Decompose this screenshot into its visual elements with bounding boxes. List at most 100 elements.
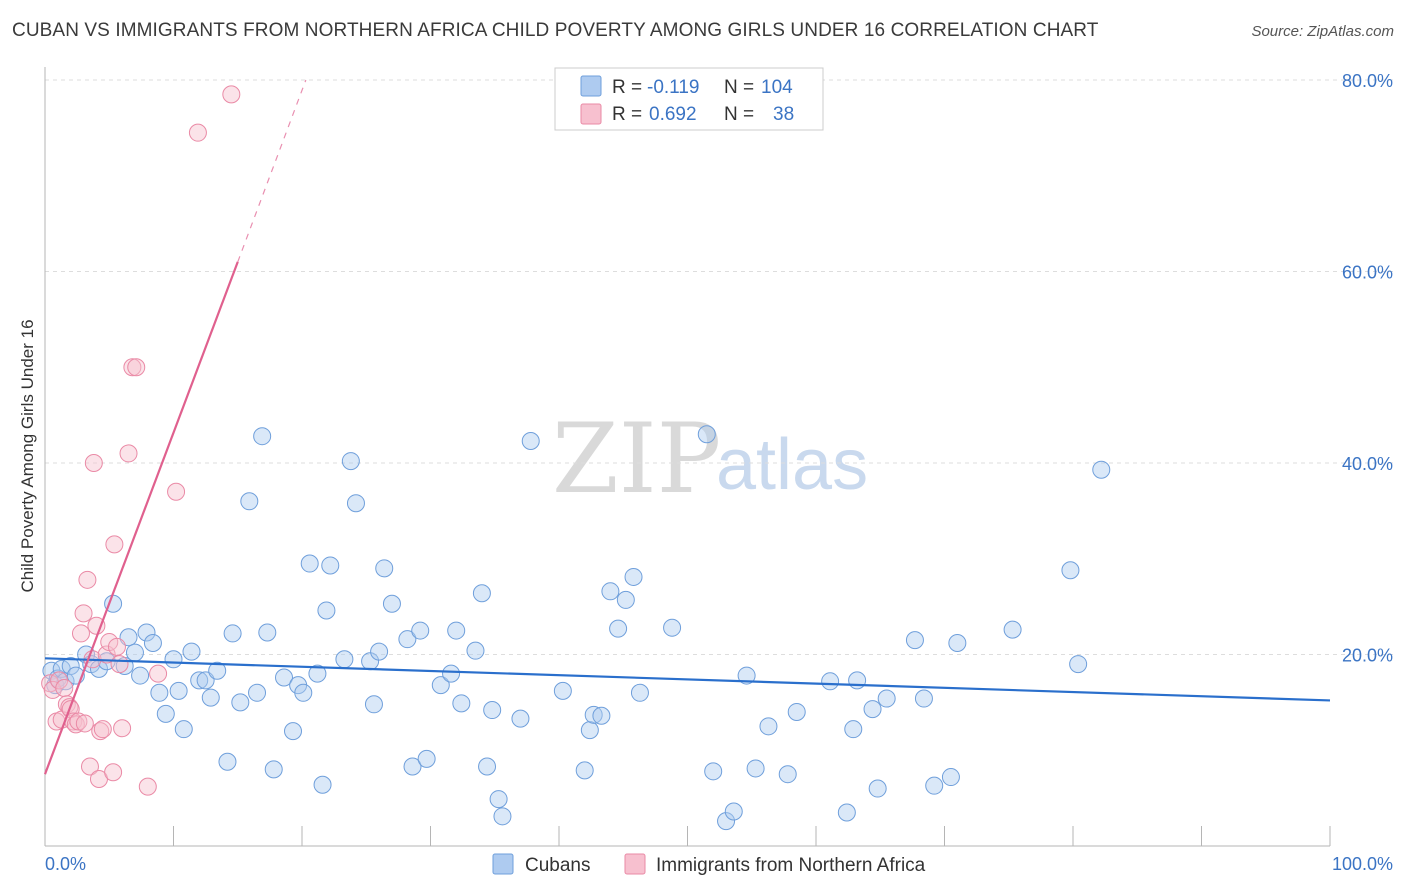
watermark-atlas: atlas (716, 425, 868, 505)
immigrants-point (55, 679, 74, 698)
immigrants-point (93, 720, 112, 739)
immigrants-trend-line (43, 261, 239, 775)
cubans-point (905, 631, 924, 650)
immigrants-point (71, 624, 90, 643)
cubans-point (208, 661, 227, 680)
y-tick-label: 60.0% (1342, 263, 1393, 283)
bottom-legend-label-cubans: Cubans (525, 855, 591, 876)
cubans-point (294, 683, 313, 702)
watermark-zip: ZIP (552, 403, 721, 515)
cubans-point (948, 634, 967, 653)
cubans-point (630, 683, 649, 702)
legend-n-label-pink: N = (724, 104, 754, 125)
cubans-point (447, 621, 466, 640)
trend-lines (43, 79, 1331, 775)
cubans-point (131, 666, 150, 685)
bottom-legend-swatch-cubans (492, 853, 514, 875)
cubans-point (313, 775, 332, 794)
cubans-point (300, 554, 319, 573)
cubans-point (341, 452, 360, 471)
legend-swatch-pink (580, 103, 602, 125)
cubans-point (837, 803, 856, 822)
immigrants-point (105, 535, 124, 554)
cubans-point (169, 681, 188, 700)
legend-n-value-blue: 104 (761, 77, 793, 98)
y-axis-title: Child Poverty Among Girls Under 16 (18, 319, 37, 592)
cubans-point (143, 634, 162, 653)
cubans-point (398, 630, 417, 649)
immigrants-point (80, 757, 99, 776)
cubans-point (1092, 460, 1111, 479)
cubans-point (601, 582, 620, 601)
cubans-point (275, 668, 294, 687)
cubans-point (746, 759, 765, 778)
cubans-point (264, 760, 283, 779)
cubans-point (452, 694, 471, 713)
cubans-point (759, 717, 778, 736)
cubans-point (431, 676, 450, 695)
cubans-point (150, 683, 169, 702)
cubans-point (877, 689, 896, 708)
cubans-point (717, 812, 736, 831)
cubans-point (403, 757, 422, 776)
cubans-point (521, 431, 540, 450)
cubans-point (137, 623, 156, 642)
cubans-point (624, 567, 643, 586)
cubans-point (61, 656, 80, 675)
immigrants-point (91, 722, 110, 741)
cubans-point (466, 641, 485, 660)
legend-r-value-pink: 0.692 (649, 104, 697, 125)
cubans-point (493, 807, 512, 826)
immigrants-point (138, 777, 157, 796)
cubans-point (925, 776, 944, 795)
cubans-point (478, 757, 497, 776)
y-tick-label: 80.0% (1342, 71, 1393, 91)
legend-r-label-blue: R = (612, 77, 642, 98)
legend-n-value-pink: 38 (773, 104, 794, 125)
gridlines (45, 79, 1393, 655)
cubans-point (821, 672, 840, 691)
immigrants-point (188, 123, 207, 142)
cubans-point (196, 671, 215, 690)
immigrants-trend-extension (237, 79, 307, 263)
cubans-point (787, 702, 806, 721)
cubans-point (580, 721, 599, 740)
immigrants-point (69, 712, 88, 731)
immigrants-point (104, 763, 123, 782)
immigrants-point (113, 719, 132, 738)
cubans-point (201, 688, 220, 707)
immigrants-point (222, 85, 241, 104)
cubans-point (609, 619, 628, 638)
cubans-point (240, 492, 259, 511)
cubans-point (863, 700, 882, 719)
bottom-legend-label-immigrants: Immigrants from Northern Africa (656, 855, 926, 876)
cubans-point (616, 590, 635, 609)
x-tick-label: 100.0% (1332, 854, 1393, 874)
cubans-point (182, 642, 201, 661)
cubans-point (472, 584, 491, 603)
cubans-point (411, 621, 430, 640)
cubans-point (335, 650, 354, 669)
immigrants-point (75, 714, 94, 733)
cubans-point (156, 704, 175, 723)
cubans-point (174, 720, 193, 739)
cubans-point (248, 683, 267, 702)
cubans-point (442, 664, 461, 683)
source-credit: Source: ZipAtlas.com (1251, 23, 1394, 40)
cubans-point (914, 689, 933, 708)
watermark: ZIP atlas (552, 403, 868, 515)
cubans-point (737, 666, 756, 685)
cubans-point (575, 761, 594, 780)
bottom-legend: Cubans Immigrants from Northern Africa (492, 853, 926, 876)
y-tick-label: 40.0% (1342, 454, 1393, 474)
cubans-point (370, 642, 389, 661)
immigrants-point (127, 358, 146, 377)
cubans-point (1003, 620, 1022, 639)
cubans-point (724, 802, 743, 821)
cubans-point (382, 594, 401, 613)
cubans-point (190, 671, 209, 690)
cubans-point (553, 681, 572, 700)
cubans-point (375, 559, 394, 578)
cubans-point (941, 768, 960, 787)
